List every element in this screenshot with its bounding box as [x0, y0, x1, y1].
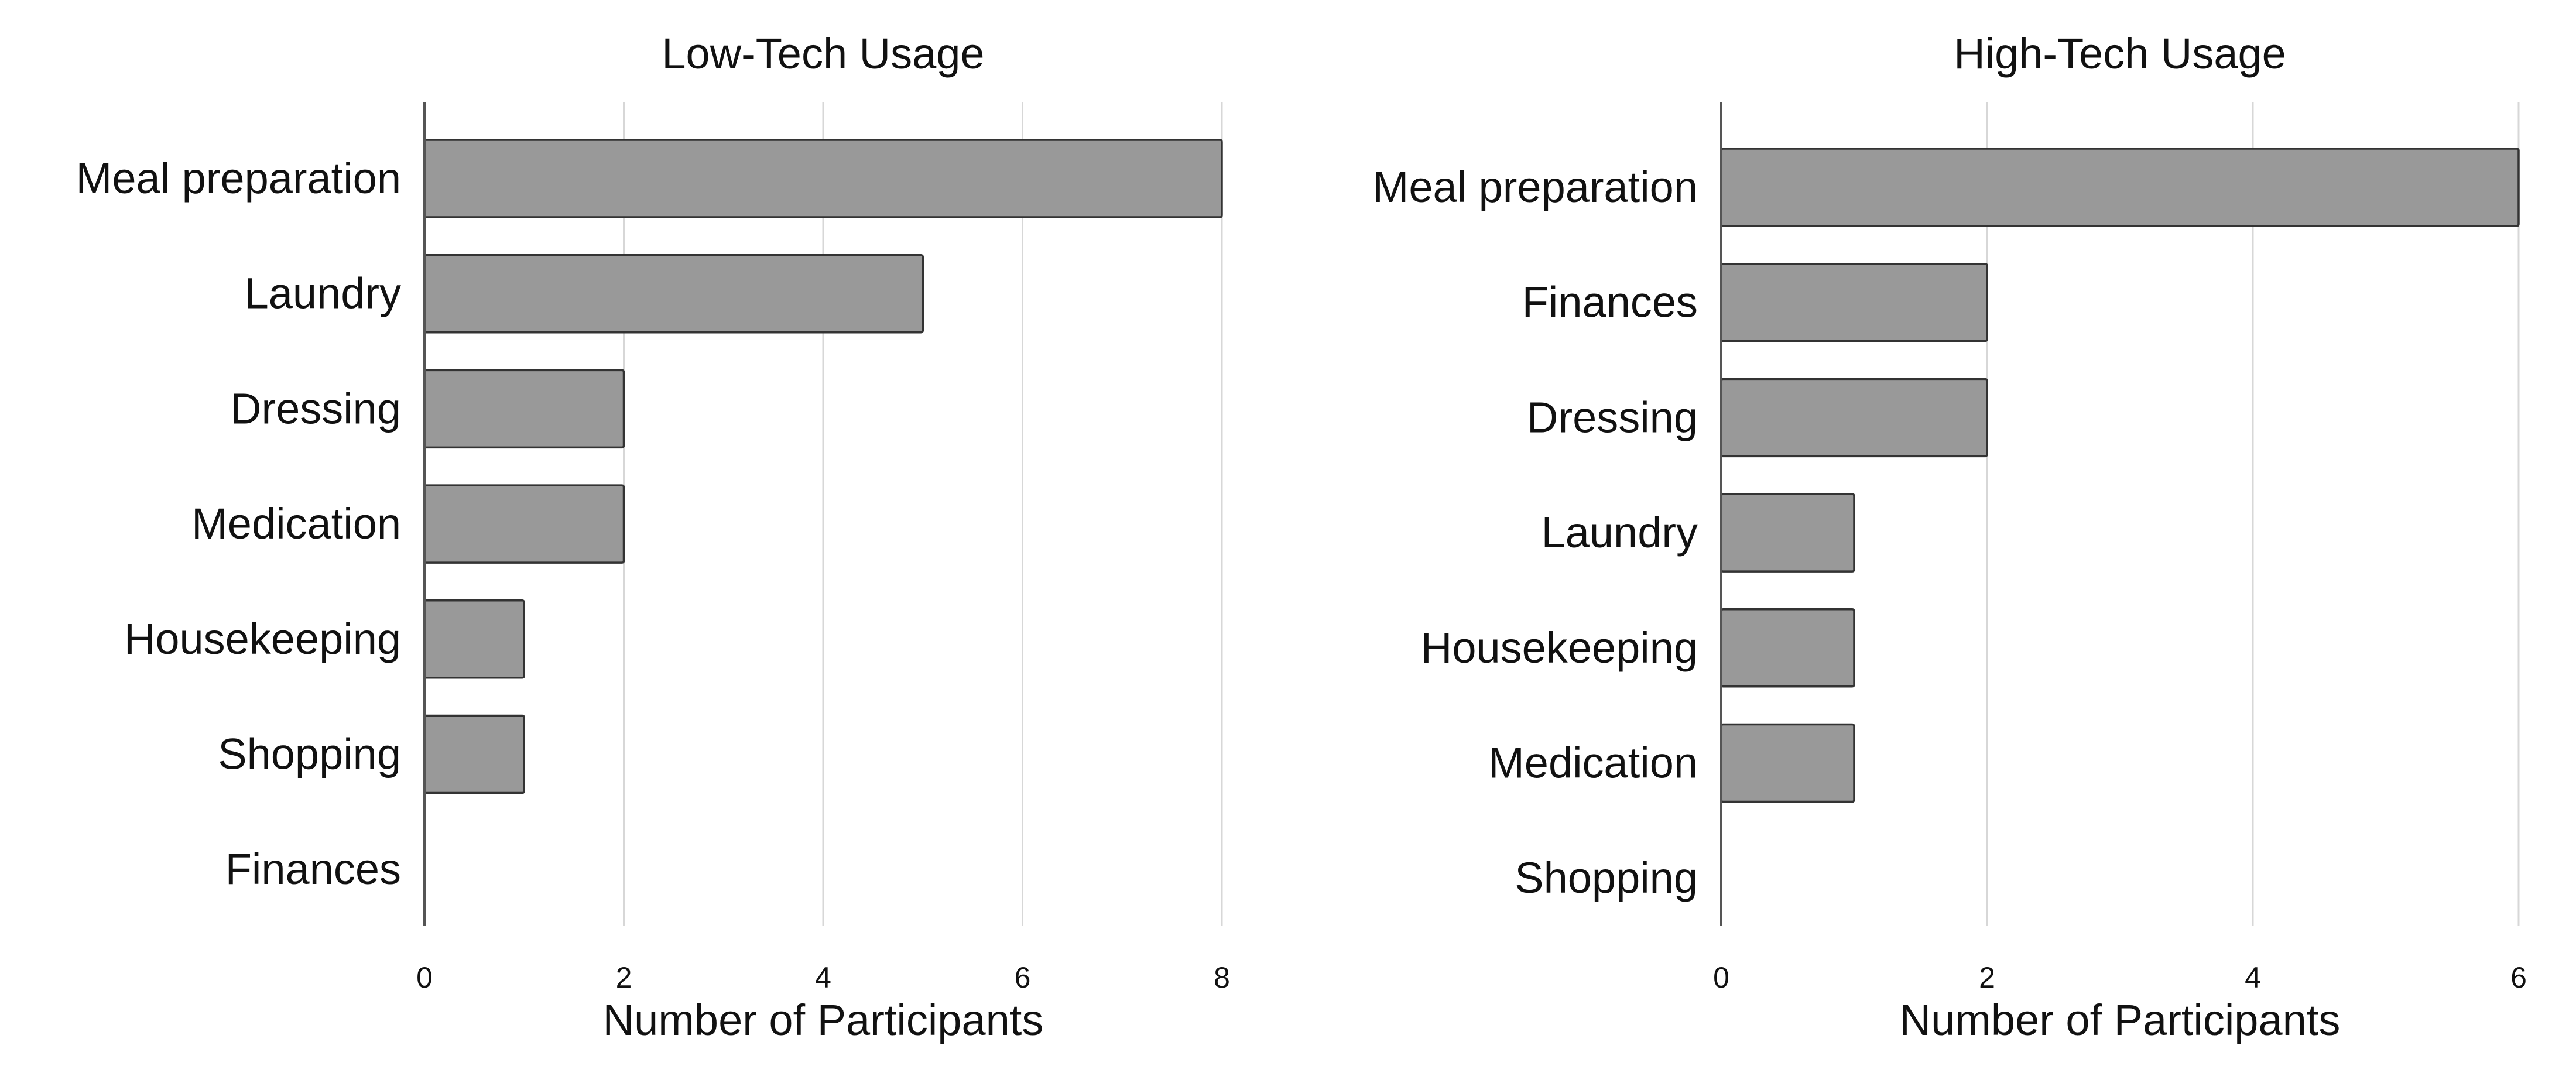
low-tech-usage-panel: Low-Tech Usage Number of Participants Me…	[76, 29, 1230, 1044]
x-tick-label: 6	[2510, 961, 2527, 994]
category-label: Laundry	[1542, 508, 1698, 557]
chart-title: High-Tech Usage	[1954, 29, 2286, 78]
bar-housekeeping	[1720, 608, 1855, 688]
bar-meal-preparation	[1720, 148, 2520, 227]
bar-meal-preparation	[423, 139, 1223, 218]
category-label: Housekeeping	[1421, 623, 1698, 672]
bar-laundry	[423, 253, 924, 334]
category-label: Finances	[225, 845, 401, 893]
bar-dressing	[1720, 378, 1988, 458]
category-label: Medication	[1488, 739, 1698, 787]
x-axis-label: Number of Participants	[1900, 996, 2341, 1044]
category-label: Dressing	[230, 384, 401, 433]
category-label: Shopping	[1515, 854, 1698, 902]
x-tick-label: 2	[616, 961, 632, 994]
x-axis-label: Number of Participants	[603, 996, 1044, 1044]
x-tick-label: 0	[416, 961, 433, 994]
category-label: Meal preparation	[1373, 163, 1698, 211]
bar-medication	[423, 484, 625, 564]
bar-dressing	[423, 369, 625, 449]
category-label: Medication	[191, 499, 401, 548]
category-label: Meal preparation	[76, 154, 401, 203]
x-tick-label: 4	[2245, 961, 2261, 994]
bar-laundry	[1720, 493, 1855, 573]
x-tick-label: 4	[815, 961, 831, 994]
category-label: Laundry	[245, 269, 401, 318]
x-tick-label: 8	[1214, 961, 1230, 994]
category-label: Finances	[1522, 278, 1698, 327]
x-tick-label: 0	[1713, 961, 1729, 994]
x-tick-label: 6	[1015, 961, 1031, 994]
category-label: Shopping	[218, 730, 401, 779]
bar-finances	[1720, 262, 1988, 342]
category-label: Housekeeping	[124, 615, 401, 663]
high-tech-usage-panel: High-Tech Usage Number of Participants M…	[1373, 29, 2527, 1044]
x-tick-label: 2	[1979, 961, 1995, 994]
bar-shopping	[423, 714, 525, 794]
bar-medication	[1720, 723, 1855, 803]
bar-housekeeping	[423, 599, 525, 679]
category-label: Dressing	[1527, 393, 1698, 441]
chart-title: Low-Tech Usage	[662, 29, 984, 78]
